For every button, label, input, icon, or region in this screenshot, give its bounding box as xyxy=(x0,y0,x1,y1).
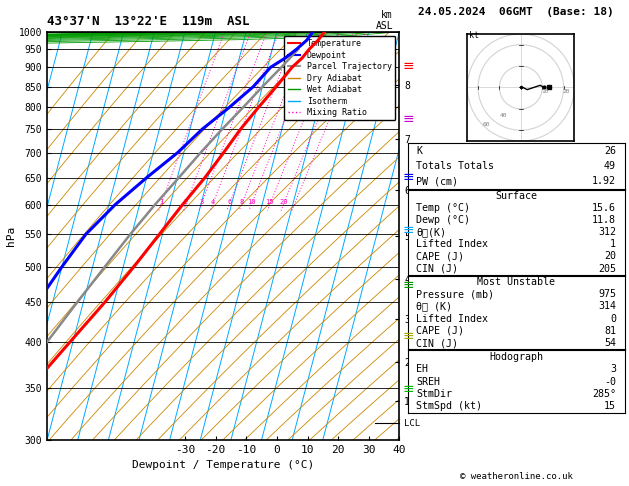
Text: SREH: SREH xyxy=(416,377,440,386)
Text: Temp (°C): Temp (°C) xyxy=(416,203,470,213)
Text: ≡: ≡ xyxy=(403,170,414,184)
Text: 49: 49 xyxy=(604,161,616,171)
Text: 2: 2 xyxy=(184,199,188,205)
Text: Most Unstable: Most Unstable xyxy=(477,277,555,287)
Text: 314: 314 xyxy=(598,301,616,312)
Text: 1: 1 xyxy=(610,239,616,249)
Text: 15.6: 15.6 xyxy=(592,203,616,213)
Text: 81: 81 xyxy=(604,326,616,336)
Text: EH: EH xyxy=(416,364,428,374)
X-axis label: Dewpoint / Temperature (°C): Dewpoint / Temperature (°C) xyxy=(132,460,314,470)
Text: 1.92: 1.92 xyxy=(592,176,616,186)
Text: © weatheronline.co.uk: © weatheronline.co.uk xyxy=(460,472,572,481)
Text: 6: 6 xyxy=(227,199,231,205)
Text: 20: 20 xyxy=(562,89,570,94)
Text: kt: kt xyxy=(469,31,479,40)
Text: θᴇ(K): θᴇ(K) xyxy=(416,227,446,237)
Legend: Temperature, Dewpoint, Parcel Trajectory, Dry Adiabat, Wet Adiabat, Isotherm, Mi: Temperature, Dewpoint, Parcel Trajectory… xyxy=(284,36,395,121)
Text: 3: 3 xyxy=(610,364,616,374)
Text: ≡: ≡ xyxy=(403,223,414,237)
Text: 4: 4 xyxy=(211,199,214,205)
Text: 54: 54 xyxy=(604,338,616,348)
Text: ≡: ≡ xyxy=(403,112,414,126)
Text: PW (cm): PW (cm) xyxy=(416,176,459,186)
Text: K: K xyxy=(416,146,422,156)
Text: 3: 3 xyxy=(199,199,203,205)
Text: ≡: ≡ xyxy=(403,382,414,396)
Text: 60: 60 xyxy=(482,122,490,127)
Text: CAPE (J): CAPE (J) xyxy=(416,251,464,261)
Text: 205: 205 xyxy=(598,263,616,274)
Text: 11.8: 11.8 xyxy=(592,215,616,225)
Text: -0: -0 xyxy=(604,377,616,386)
Text: ≡: ≡ xyxy=(403,329,414,343)
Text: Dewp (°C): Dewp (°C) xyxy=(416,215,470,225)
Text: 0: 0 xyxy=(610,313,616,324)
Text: CAPE (J): CAPE (J) xyxy=(416,326,464,336)
Text: 43°37'N  13°22'E  119m  ASL: 43°37'N 13°22'E 119m ASL xyxy=(47,15,250,28)
Text: 975: 975 xyxy=(598,289,616,299)
Text: 15: 15 xyxy=(265,199,274,205)
Text: Lifted Index: Lifted Index xyxy=(416,239,488,249)
Text: Hodograph: Hodograph xyxy=(489,352,543,362)
Text: StmDir: StmDir xyxy=(416,389,452,399)
Text: CIN (J): CIN (J) xyxy=(416,338,459,348)
Text: 285°: 285° xyxy=(592,389,616,399)
Text: 15: 15 xyxy=(604,401,616,411)
Text: Totals Totals: Totals Totals xyxy=(416,161,494,171)
Text: 40: 40 xyxy=(499,113,507,119)
Text: ≡: ≡ xyxy=(403,59,414,73)
Text: 312: 312 xyxy=(598,227,616,237)
Text: Surface: Surface xyxy=(495,191,537,201)
Text: km
ASL: km ASL xyxy=(376,10,393,31)
Text: ≡: ≡ xyxy=(403,278,414,292)
Y-axis label: hPa: hPa xyxy=(6,226,16,246)
Text: 10: 10 xyxy=(247,199,255,205)
Text: Pressure (mb): Pressure (mb) xyxy=(416,289,494,299)
Text: 10: 10 xyxy=(541,89,548,94)
Text: 1: 1 xyxy=(159,199,163,205)
Text: Lifted Index: Lifted Index xyxy=(416,313,488,324)
Text: LCL: LCL xyxy=(404,418,420,428)
Text: CIN (J): CIN (J) xyxy=(416,263,459,274)
Text: 20: 20 xyxy=(604,251,616,261)
Text: θᴇ (K): θᴇ (K) xyxy=(416,301,452,312)
Text: 20: 20 xyxy=(279,199,287,205)
Text: 24.05.2024  06GMT  (Base: 18): 24.05.2024 06GMT (Base: 18) xyxy=(418,7,614,17)
Text: 8: 8 xyxy=(240,199,243,205)
Text: 26: 26 xyxy=(604,146,616,156)
Text: StmSpd (kt): StmSpd (kt) xyxy=(416,401,482,411)
